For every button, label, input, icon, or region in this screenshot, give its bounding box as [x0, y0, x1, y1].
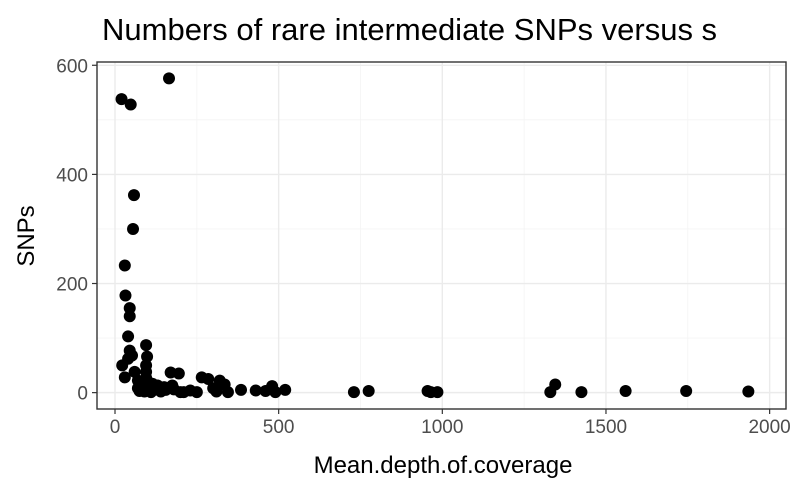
data-point [431, 386, 444, 399]
y-axis: 0 200 400 600 [56, 56, 97, 405]
y-tick-label: 0 [77, 384, 88, 405]
data-point [122, 330, 135, 343]
x-tick-label: 0 [110, 417, 121, 438]
x-tick-label: 1500 [585, 417, 627, 438]
data-point [221, 386, 234, 399]
data-point [202, 372, 215, 385]
data-point [362, 384, 375, 397]
data-point [680, 384, 693, 397]
data-point [116, 359, 129, 372]
data-point [119, 289, 132, 302]
x-tick-label: 2000 [748, 417, 790, 438]
data-point [172, 367, 185, 380]
data-point [115, 93, 128, 106]
y-tick-label: 400 [56, 165, 88, 186]
data-point [118, 259, 131, 272]
data-point [619, 384, 632, 397]
y-axis-title: SNPs [13, 205, 40, 266]
data-point [279, 383, 292, 396]
data-points [115, 72, 755, 399]
data-point [127, 222, 140, 235]
plot-panel [96, 61, 787, 410]
data-point [174, 386, 187, 399]
data-point [127, 189, 140, 202]
data-point [118, 371, 131, 384]
chart-title: Numbers of rare intermediate SNPs versus… [102, 12, 717, 47]
gridlines [97, 62, 786, 409]
data-point [154, 385, 167, 398]
data-point [544, 386, 557, 399]
data-point [210, 385, 223, 398]
x-tick-label: 1000 [421, 417, 463, 438]
data-point [124, 98, 137, 111]
x-tick-label: 500 [263, 417, 295, 438]
data-point [259, 384, 272, 397]
data-point [145, 386, 158, 399]
data-point [140, 339, 153, 352]
data-point [575, 386, 588, 399]
x-axis: 0 500 1000 1500 2000 [110, 409, 791, 438]
x-axis-title: Mean.depth.of.coverage [314, 452, 573, 479]
y-tick-label: 600 [56, 56, 88, 77]
data-point [235, 383, 248, 396]
data-point [249, 384, 262, 397]
data-point [190, 386, 203, 399]
data-point [141, 350, 154, 363]
data-point [123, 310, 136, 323]
data-point [269, 386, 282, 399]
data-point [163, 72, 176, 85]
data-point [347, 386, 360, 399]
data-point [742, 385, 755, 398]
y-tick-label: 200 [56, 275, 88, 296]
